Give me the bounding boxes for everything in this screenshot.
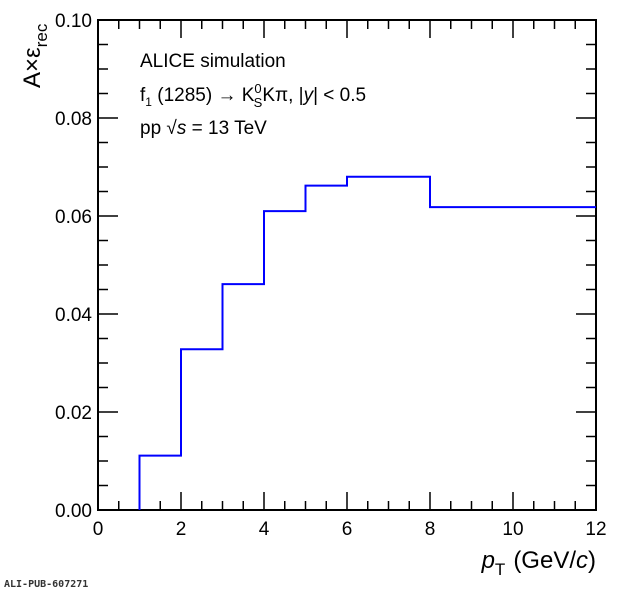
publication-id: ALI-PUB-607271 bbox=[4, 579, 88, 590]
annotation: ALICE simulation f1 (1285) → K0 SKπ, |y| … bbox=[140, 51, 366, 139]
x-tick-label: 0 bbox=[93, 519, 104, 540]
annotation-line3: pp √s = 13 TeV bbox=[140, 118, 267, 139]
y-tick-label: 0.08 bbox=[55, 109, 92, 130]
y-tick-label: 0.06 bbox=[55, 207, 92, 228]
x-tick-label: 4 bbox=[259, 519, 270, 540]
x-tick-label: 2 bbox=[176, 519, 187, 540]
histogram-line bbox=[138, 175, 596, 510]
y-tick-label: 0.04 bbox=[55, 305, 92, 326]
x-axis-label: pT (GeV/c) bbox=[481, 547, 596, 579]
x-tick-label: 6 bbox=[342, 519, 353, 540]
x-tick-label: 8 bbox=[425, 519, 436, 540]
annotation-line2: f1 (1285) → K0 SKπ, |y| < 0.5 bbox=[140, 81, 366, 110]
x-tick-label: 10 bbox=[502, 519, 523, 540]
y-axis-label: A×εrec bbox=[19, 23, 51, 88]
axes: 0 2 4 6 8 10 12 0.00 0.02 0.04 0.06 0.08 0.10 bbox=[55, 11, 607, 540]
y-tick-label: 0.10 bbox=[55, 11, 92, 32]
x-tick-label: 12 bbox=[585, 519, 606, 540]
annotation-line1: ALICE simulation bbox=[140, 51, 286, 72]
y-tick-label: 0.00 bbox=[55, 501, 92, 522]
y-tick-label: 0.02 bbox=[55, 403, 92, 424]
data-marks bbox=[138, 175, 596, 510]
